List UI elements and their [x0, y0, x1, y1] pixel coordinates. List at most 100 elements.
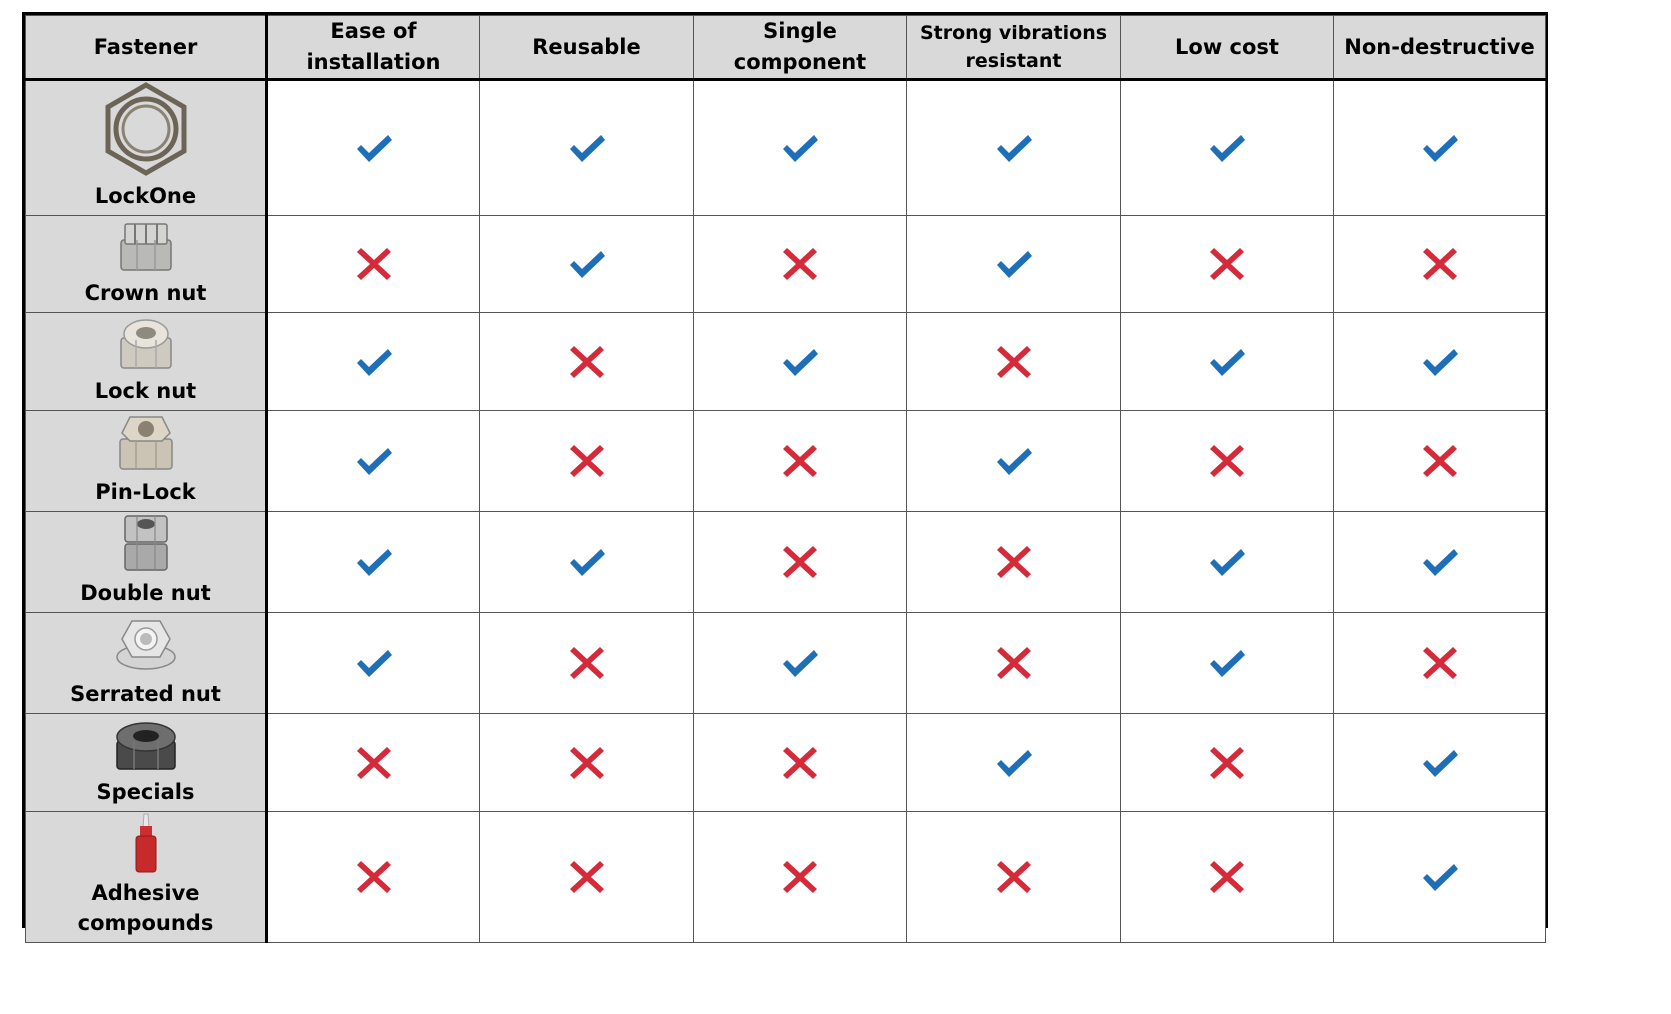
header-strong-vibrations-resistant: Strong vibrations resistant	[906, 15, 1121, 81]
cross-icon	[907, 859, 1120, 895]
adhesive-bottle-icon	[131, 812, 161, 878]
crown-nut-icon	[115, 218, 177, 278]
cell-reusable	[479, 811, 694, 943]
cross-icon	[694, 544, 906, 580]
check-icon	[1334, 547, 1545, 577]
check-icon	[1121, 347, 1333, 377]
header-single-component: Single component	[693, 15, 907, 81]
check-icon	[1334, 748, 1545, 778]
lock-nut-icon	[116, 314, 176, 376]
check-icon	[1121, 133, 1333, 163]
fastener-name: Adhesive	[91, 881, 200, 905]
table-row: Serrated nut	[25, 612, 1546, 714]
cell-non-destructive	[1333, 215, 1546, 313]
cell-reusable	[479, 612, 694, 714]
cross-icon	[268, 859, 479, 895]
header-label: resistant	[965, 50, 1062, 72]
serrated-nut-icon	[114, 613, 178, 679]
check-icon	[907, 249, 1120, 279]
cell-reusable	[479, 215, 694, 313]
cell-reusable	[479, 713, 694, 812]
fastener-cell: Crown nut	[25, 215, 268, 313]
cell-single-component	[693, 79, 907, 216]
pin-lock-nut-icon	[116, 411, 176, 477]
check-icon	[1334, 862, 1545, 892]
fastener-name: compounds	[77, 911, 214, 935]
cell-strong-vibrations-resistant	[906, 215, 1121, 313]
header-label: component	[733, 50, 867, 74]
cell-low-cost	[1120, 612, 1334, 714]
check-icon	[268, 133, 479, 163]
cell-reusable	[479, 79, 694, 216]
table-row: Adhesive compounds	[25, 811, 1546, 943]
cross-icon	[480, 745, 693, 781]
cell-single-component	[693, 215, 907, 313]
header-label: Reusable	[532, 34, 641, 59]
cell-single-component	[693, 312, 907, 411]
cell-single-component	[693, 811, 907, 943]
cell-strong-vibrations-resistant	[906, 811, 1121, 943]
cross-icon	[1334, 645, 1545, 681]
header-ease-of-installation: Ease of installation	[266, 15, 480, 81]
header-label: installation	[306, 50, 441, 74]
header-fastener: Fastener	[25, 15, 268, 81]
cross-icon	[1121, 246, 1333, 282]
cell-non-destructive	[1333, 713, 1546, 812]
cross-icon	[1121, 859, 1333, 895]
table-row: LockOne	[25, 79, 1546, 216]
cross-icon	[694, 859, 906, 895]
table-row: Crown nut	[25, 215, 1546, 313]
cell-ease-of-installation	[266, 612, 480, 714]
fastener-name: Specials	[96, 780, 195, 804]
cross-icon	[268, 745, 479, 781]
cell-ease-of-installation	[266, 811, 480, 943]
cell-low-cost	[1120, 511, 1334, 613]
fastener-cell: LockOne	[25, 79, 268, 216]
header-label: Ease of	[330, 19, 417, 43]
check-icon	[694, 648, 906, 678]
fastener-comparison-table: Fastener Ease of installation Reusable S…	[25, 15, 1546, 943]
table-row: Double nut	[25, 511, 1546, 613]
cross-icon	[907, 645, 1120, 681]
cross-icon	[907, 344, 1120, 380]
cell-ease-of-installation	[266, 312, 480, 411]
comparison-table-container: Fastener Ease of installation Reusable S…	[22, 12, 1548, 943]
check-icon	[268, 547, 479, 577]
check-icon	[694, 133, 906, 163]
fastener-cell: Specials	[25, 713, 268, 812]
cell-single-component	[693, 511, 907, 613]
cell-non-destructive	[1333, 312, 1546, 411]
cell-non-destructive	[1333, 410, 1546, 512]
cell-single-component	[693, 410, 907, 512]
cell-strong-vibrations-resistant	[906, 612, 1121, 714]
cell-strong-vibrations-resistant	[906, 79, 1121, 216]
cell-single-component	[693, 713, 907, 812]
cross-icon	[694, 246, 906, 282]
cross-icon	[268, 246, 479, 282]
header-row: Fastener Ease of installation Reusable S…	[25, 15, 1546, 81]
check-icon	[694, 347, 906, 377]
check-icon	[480, 133, 693, 163]
cross-icon	[694, 745, 906, 781]
check-icon	[907, 446, 1120, 476]
cell-low-cost	[1120, 79, 1334, 216]
fastener-name: Lock nut	[94, 379, 197, 403]
fastener-cell: Pin-Lock	[25, 410, 268, 512]
cell-low-cost	[1120, 312, 1334, 411]
fastener-cell: Serrated nut	[25, 612, 268, 714]
check-icon	[1334, 347, 1545, 377]
check-icon	[907, 133, 1120, 163]
table-row: Specials	[25, 713, 1546, 812]
check-icon	[1121, 648, 1333, 678]
fastener-cell: Double nut	[25, 511, 268, 613]
cell-non-destructive	[1333, 511, 1546, 613]
check-icon	[480, 249, 693, 279]
check-icon	[480, 547, 693, 577]
double-nut-icon	[121, 512, 171, 578]
check-icon	[1334, 133, 1545, 163]
cell-ease-of-installation	[266, 215, 480, 313]
cross-icon	[480, 645, 693, 681]
cell-non-destructive	[1333, 811, 1546, 943]
fastener-name: Crown nut	[84, 281, 207, 305]
cell-strong-vibrations-resistant	[906, 713, 1121, 812]
